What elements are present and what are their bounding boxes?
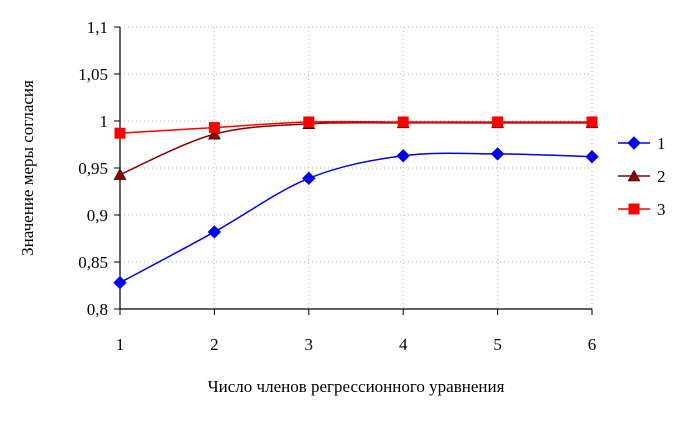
- data-point: [492, 116, 504, 128]
- x-tick-label: 5: [493, 335, 502, 354]
- data-point: [302, 171, 316, 186]
- x-tick-label: 3: [305, 335, 314, 354]
- data-point: [113, 275, 127, 290]
- axes: [114, 26, 593, 315]
- series-line: [119, 152, 593, 284]
- legend-marker: [627, 136, 641, 150]
- legend-label: 1: [657, 134, 666, 153]
- data-point: [207, 225, 222, 239]
- data-point: [113, 168, 127, 180]
- y-axis-title: Значение меры согласия: [18, 80, 37, 256]
- legend-item-2: 2: [618, 167, 666, 186]
- data-point: [208, 122, 220, 134]
- data-point: [396, 149, 410, 163]
- legend-item-3: 3: [618, 200, 666, 219]
- x-tick-label: 1: [116, 335, 125, 354]
- series-line: [119, 120, 592, 134]
- x-tick-label: 4: [399, 335, 408, 354]
- data-point: [207, 127, 221, 140]
- legend-item-1: 1: [618, 134, 666, 153]
- data-point: [586, 116, 598, 128]
- x-axis-title: Число членов регрессионного уравнения: [208, 377, 505, 396]
- y-tick-labels: 0,8 0,85 0,9 0,95 1 1,05 1,1: [78, 18, 108, 319]
- legend-label: 3: [657, 200, 666, 219]
- data-point: [585, 150, 599, 164]
- y-tick-label: 1: [100, 112, 109, 131]
- series-line: [119, 121, 592, 176]
- y-tick-label: 0,95: [78, 159, 108, 178]
- x-tick-labels: 1 2 3 4 5 6: [116, 335, 597, 354]
- series-3: [114, 116, 598, 139]
- data-point: [397, 116, 409, 128]
- series-2: [113, 116, 599, 180]
- x-tick-label: 6: [588, 335, 597, 354]
- series-group: [113, 116, 599, 290]
- y-tick-label: 0,9: [87, 206, 108, 225]
- y-tick-label: 1,05: [78, 65, 108, 84]
- legend-marker: [628, 203, 640, 215]
- legend-label: 2: [657, 167, 666, 186]
- data-point: [114, 127, 126, 139]
- data-point: [303, 116, 315, 128]
- legend: 1 2 3: [618, 134, 666, 219]
- x-tick-label: 2: [210, 335, 219, 354]
- grid: [120, 26, 593, 309]
- y-tick-label: 0,8: [87, 300, 108, 319]
- legend-marker: [627, 169, 641, 182]
- y-tick-label: 0,85: [78, 253, 108, 272]
- y-tick-label: 1,1: [87, 18, 108, 37]
- series-1: [113, 147, 599, 290]
- data-point: [490, 147, 505, 161]
